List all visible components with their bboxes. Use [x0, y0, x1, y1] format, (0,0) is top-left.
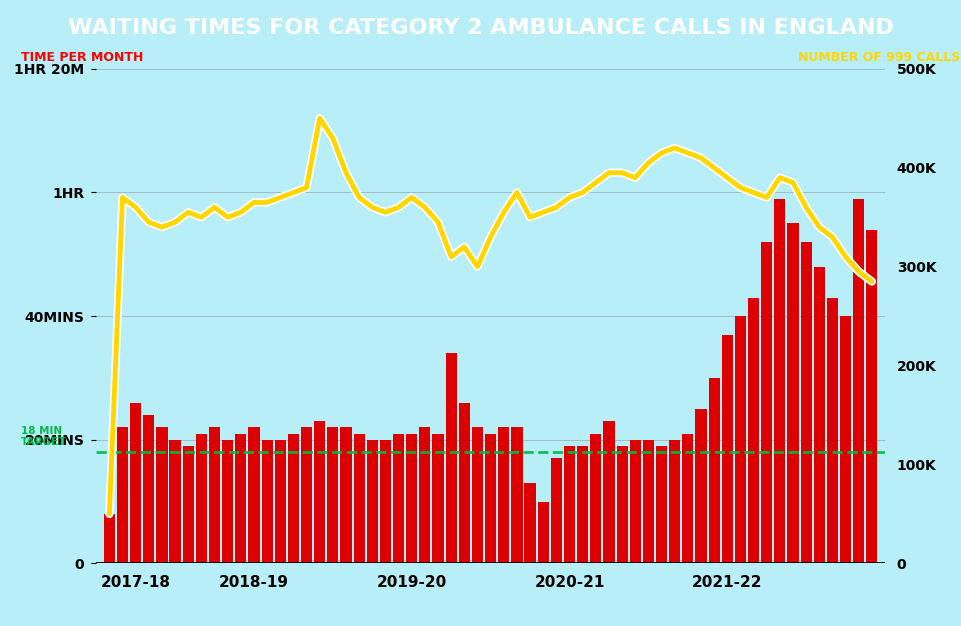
Bar [800, 242, 811, 563]
Bar [354, 434, 364, 563]
Bar [813, 267, 824, 563]
Bar [235, 434, 246, 563]
Bar [590, 434, 601, 563]
Bar [209, 428, 220, 563]
Bar [196, 434, 207, 563]
Bar [774, 198, 784, 563]
Bar [721, 335, 732, 563]
Bar [537, 501, 548, 563]
Bar [314, 421, 325, 563]
Bar [748, 297, 758, 563]
Bar [406, 434, 417, 563]
Bar [248, 428, 259, 563]
Bar [380, 439, 390, 563]
Text: WAITING TIMES FOR CATEGORY 2 AMBULANCE CALLS IN ENGLAND: WAITING TIMES FOR CATEGORY 2 AMBULANCE C… [68, 18, 893, 38]
Bar [419, 428, 430, 563]
Bar [484, 434, 496, 563]
Bar [563, 446, 575, 563]
Text: NUMBER OF 999 CALLS: NUMBER OF 999 CALLS [797, 51, 959, 64]
Bar [340, 428, 351, 563]
Bar [498, 428, 508, 563]
Bar [432, 434, 443, 563]
Bar [472, 428, 482, 563]
Bar [393, 434, 404, 563]
Bar [143, 415, 154, 563]
Bar [616, 446, 627, 563]
Bar [327, 428, 338, 563]
Bar [708, 378, 719, 563]
Bar [787, 223, 798, 563]
Bar [169, 439, 181, 563]
Bar [839, 316, 850, 563]
Bar [551, 458, 561, 563]
Bar [655, 446, 666, 563]
Bar [681, 434, 693, 563]
Bar [524, 483, 535, 563]
Bar [275, 439, 285, 563]
Bar [104, 514, 114, 563]
Bar [852, 198, 863, 563]
Text: 18 MIN
TARGET: 18 MIN TARGET [21, 426, 66, 447]
Bar [130, 403, 141, 563]
Bar [117, 428, 128, 563]
Bar [458, 403, 469, 563]
Bar [261, 439, 272, 563]
Bar [301, 428, 311, 563]
Bar [445, 353, 456, 563]
Text: TIME PER MONTH: TIME PER MONTH [21, 51, 143, 64]
Bar [695, 409, 705, 563]
Bar [603, 421, 614, 563]
Bar [222, 439, 233, 563]
Bar [366, 439, 378, 563]
Bar [826, 297, 837, 563]
Bar [642, 439, 653, 563]
Bar [577, 446, 587, 563]
Bar [287, 434, 299, 563]
Bar [866, 230, 876, 563]
Bar [183, 446, 193, 563]
Bar [734, 316, 745, 563]
Bar [669, 439, 679, 563]
Bar [629, 439, 640, 563]
Bar [511, 428, 522, 563]
Bar [760, 242, 772, 563]
Bar [157, 428, 167, 563]
